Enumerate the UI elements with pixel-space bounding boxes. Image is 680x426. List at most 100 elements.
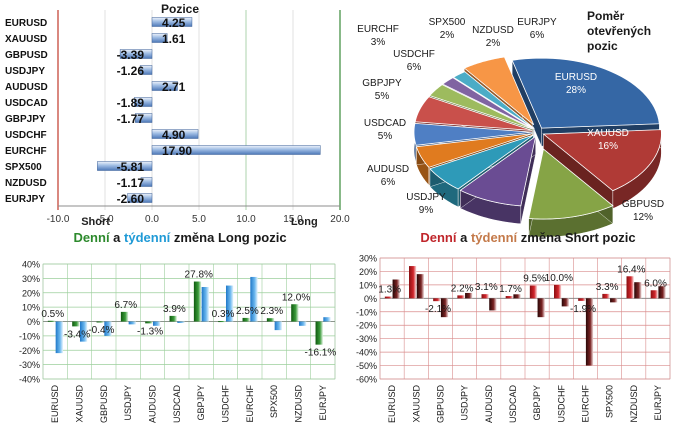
long-change-chart-data-label: 6.7% <box>114 300 137 311</box>
positions-bar <box>151 17 193 27</box>
long-change-chart-data-label: 27.8% <box>185 270 213 281</box>
short-change-chart-daily-bar <box>433 298 441 302</box>
long-change-chart-category-label: GBPUSD <box>99 385 109 424</box>
positions-bar <box>151 129 199 139</box>
positions-category-label: EURUSD <box>5 18 47 29</box>
ratio-pie-slice-label: XAUUSD <box>587 128 629 139</box>
positions-chart: -10.0 -5.0 0.0 5.0 10.0 15.0 20.0 Short Long Pozi… <box>5 2 350 228</box>
short-change-chart-category-label: USDCHF <box>556 384 566 422</box>
ratio-pie-title: otevřených <box>587 24 651 38</box>
ratio-pie-slice-label: GBPJPY <box>362 78 402 89</box>
short-change-chart-weekly-bar <box>585 298 594 366</box>
positions-x-tick-label: -10.0 <box>47 214 70 225</box>
ratio-pie-slice-label: NZDUSD <box>472 25 514 36</box>
long-change-chart-data-label: 3.9% <box>163 304 186 315</box>
ratio-pie-slice <box>428 84 534 130</box>
long-change-chart-weekly-bar <box>55 321 63 354</box>
ratio-pie-slice-value: 28% <box>566 85 586 96</box>
short-change-chart-weekly-bar <box>392 279 400 299</box>
short-change-title-part: Denní <box>420 230 457 245</box>
short-change-chart-weekly-bar <box>537 298 545 318</box>
short-change-chart-data-label: 3.3% <box>596 282 619 293</box>
long-change-chart-category-label: SPX500 <box>269 385 279 418</box>
short-change-title-part: a <box>456 230 470 245</box>
positions-category-label: GBPJPY <box>5 114 46 125</box>
ratio-pie-slice-value: 3% <box>371 37 386 48</box>
short-change-chart-daily-bar <box>602 293 610 299</box>
positions-long-label: Long <box>291 216 318 228</box>
short-change-chart-weekly-bar <box>416 274 424 299</box>
positions-value-label: -1.89 <box>117 96 145 110</box>
positions-value-label: -1.77 <box>117 112 145 126</box>
long-change-chart: Denní a týdenní změna Long pozic -40% -30%… <box>19 230 336 423</box>
positions-value-label: -3.39 <box>117 48 145 62</box>
short-change-chart-data-label: 6.0% <box>644 278 667 289</box>
short-change-chart-y-tick-label: -60% <box>356 375 377 385</box>
long-change-chart-daily-bar <box>120 311 129 322</box>
ratio-pie-title: Poměr <box>587 9 625 23</box>
ratio-pie-slice <box>414 96 533 131</box>
positions-value-label: 2.71 <box>162 80 186 94</box>
positions-category-label: AUDUSD <box>5 82 48 93</box>
long-change-chart-category-label: USDJPY <box>123 385 133 421</box>
long-change-chart-data-label: 0.3% <box>212 309 235 320</box>
ratio-pie-slice <box>429 134 534 190</box>
ratio-pie-slice <box>459 135 537 207</box>
ratio-pie-slice-value: 6% <box>381 177 396 188</box>
long-change-chart-y-tick-label: -20% <box>19 346 40 356</box>
short-change-chart-category-label: AUDUSD <box>484 385 494 424</box>
long-change-chart-category-label: XAUUSD <box>75 385 85 423</box>
short-change-chart-weekly-bar <box>465 292 473 299</box>
positions-bar <box>151 33 168 43</box>
long-change-chart-daily-bar <box>169 315 177 322</box>
ratio-pie-slice-value: 2% <box>440 30 455 41</box>
long-change-chart-weekly-bar <box>152 321 161 326</box>
long-change-chart-y-tick-label: -30% <box>19 360 40 370</box>
positions-value-label: 4.25 <box>162 16 186 30</box>
positions-value-label: 4.90 <box>162 128 186 142</box>
short-change-title-part: týdenní <box>471 230 518 245</box>
short-change-chart-daily-bar <box>626 276 634 299</box>
ratio-pie-slice-label: EURUSD <box>555 72 597 83</box>
short-change-chart-weekly-bar <box>513 294 521 299</box>
short-change-chart-weekly-bar <box>561 298 569 307</box>
long-change-chart-category-label: AUDUSD <box>148 385 158 424</box>
long-change-title-part: změna Long pozic <box>170 230 286 245</box>
positions-category-label: NZDUSD <box>5 178 47 189</box>
long-change-chart-daily-bar <box>218 321 226 323</box>
short-change-chart-data-label: 10.0% <box>545 273 573 284</box>
short-change-chart-y-tick-label: 10% <box>359 280 377 290</box>
ratio-pie-slice-label: SPX500 <box>429 17 466 28</box>
positions-category-label: XAUUSD <box>5 34 47 45</box>
short-change-chart: Denní a týdenní změna Short pozic -60% -50… <box>356 230 671 424</box>
short-change-chart-category-label: EURUSD <box>387 385 397 424</box>
long-change-chart-daily-bar <box>145 321 153 324</box>
long-change-chart-y-tick-label: -10% <box>19 331 40 341</box>
long-change-chart-daily-bar <box>315 321 323 345</box>
positions-bar <box>97 161 153 171</box>
long-change-chart-data-label: 0.5% <box>41 309 64 320</box>
short-change-chart-y-tick-label: 0% <box>364 294 377 304</box>
long-change-chart-weekly-bar <box>250 276 258 322</box>
short-change-chart-weekly-bar <box>610 298 618 303</box>
long-change-chart-category-label: USDCHF <box>221 384 231 422</box>
long-change-chart-data-label: 12.0% <box>282 292 310 303</box>
short-change-title-part: změna Short pozic <box>517 230 635 245</box>
ratio-pie-slice <box>452 71 535 129</box>
long-change-chart-weekly-bar <box>323 317 331 322</box>
short-change-chart-daily-bar <box>529 285 538 299</box>
long-change-chart-weekly-bar <box>298 321 307 326</box>
short-change-chart-category-label: GBPUSD <box>435 385 445 424</box>
short-change-chart-daily-bar <box>554 284 562 299</box>
ratio-pie-slice-value: 5% <box>375 91 390 102</box>
long-change-chart-y-tick-label: -40% <box>19 375 40 385</box>
short-change-chart-weekly-bar <box>489 298 497 311</box>
long-change-chart-daily-bar <box>266 318 275 322</box>
ratio-pie-slice-label: EURJPY <box>517 17 557 28</box>
short-change-chart-y-tick-label: -40% <box>356 348 377 358</box>
long-change-chart-weekly-bar <box>79 321 88 342</box>
ratio-pie-slice-label: USDCHF <box>393 49 435 60</box>
long-change-chart-category-label: GBPJPY <box>196 385 206 421</box>
long-change-chart-daily-bar <box>242 317 250 322</box>
long-change-chart-daily-bar <box>96 321 104 323</box>
